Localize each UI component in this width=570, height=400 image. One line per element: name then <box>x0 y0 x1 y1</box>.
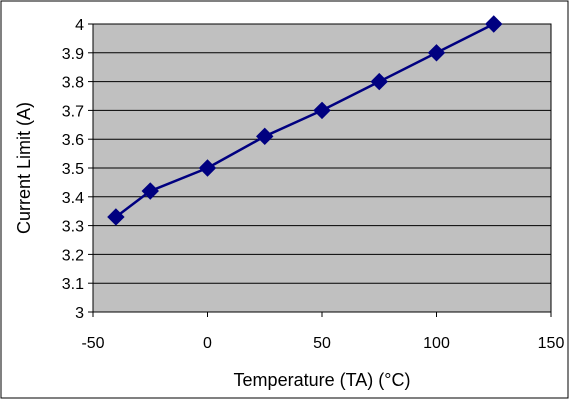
x-tick-label: 0 <box>203 335 212 352</box>
series-group <box>107 15 503 226</box>
y-axis-title: Current Limit (A) <box>14 102 34 234</box>
series-line <box>115 22 495 218</box>
data-point <box>107 208 125 226</box>
y-tick-label: 3.2 <box>62 247 84 264</box>
data-point <box>198 159 217 177</box>
x-tick-label: -50 <box>81 335 104 352</box>
x-axis-ticks: -50 0 50 100 150 <box>81 312 564 352</box>
x-tick-label: 50 <box>313 335 331 352</box>
y-axis-ticks: 3 3.1 3.2 3.3 3.4 3.5 3.6 3.7 3.8 3.9 4 <box>62 17 93 322</box>
data-point <box>485 15 503 33</box>
y-tick-label: 3.4 <box>62 190 84 207</box>
x-axis-title: Temperature (TA) (°C) <box>234 370 411 390</box>
y-tick-label: 3.5 <box>62 161 84 178</box>
y-tick-label: 3 <box>75 305 84 322</box>
data-point <box>256 127 274 146</box>
x-tick-label: 100 <box>423 335 450 352</box>
y-tick-label: 4 <box>75 17 84 34</box>
x-tick-label: 150 <box>538 335 565 352</box>
data-point <box>427 44 446 62</box>
y-tick-label: 3.3 <box>62 219 84 236</box>
y-tick-label: 3.8 <box>62 75 84 92</box>
data-point <box>141 182 159 200</box>
data-point <box>370 72 388 91</box>
y-tick-label: 3.9 <box>62 46 84 63</box>
data-point <box>313 101 331 120</box>
y-tick-label: 3.7 <box>62 103 84 120</box>
y-tick-label: 3.6 <box>62 132 84 149</box>
y-tick-label: 3.1 <box>62 276 84 293</box>
